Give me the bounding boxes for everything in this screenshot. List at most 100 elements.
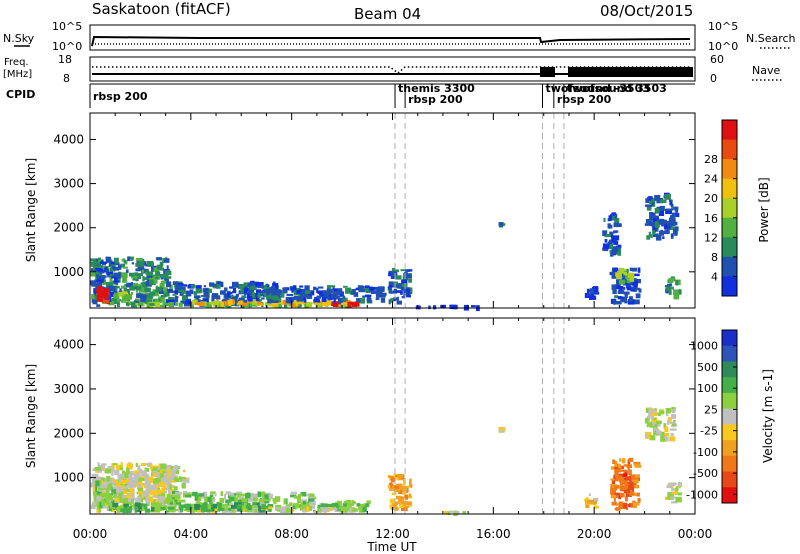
velocity-cell xyxy=(631,474,635,481)
velocity-cell xyxy=(137,487,144,492)
power-cell xyxy=(619,277,626,280)
velocity-cell xyxy=(152,473,157,478)
power-cell xyxy=(105,299,110,304)
power-cell xyxy=(257,282,264,287)
velocity-cell xyxy=(124,486,128,490)
power-cell xyxy=(296,301,302,308)
power-cell xyxy=(202,298,209,304)
power-cell xyxy=(365,285,370,291)
power-cell xyxy=(296,296,304,302)
power-cell xyxy=(322,297,326,300)
velocity-cell xyxy=(366,500,371,504)
velocity-cell xyxy=(134,507,138,513)
power-cell xyxy=(332,287,335,291)
nave-tick-top: 60 xyxy=(710,53,724,66)
velocity-cell xyxy=(345,499,352,506)
cpid-marker-label: rbsp 200 xyxy=(93,90,148,103)
velocity-cell xyxy=(180,504,187,508)
velocity-cell xyxy=(349,507,354,513)
power-cell xyxy=(131,262,135,265)
velocity-cell xyxy=(660,435,665,442)
velocity-colorbar-tick-label: 100 xyxy=(697,382,718,395)
power-cell xyxy=(121,295,129,302)
power-cell xyxy=(365,294,372,297)
velocity-cell xyxy=(663,433,670,437)
velocity-cell xyxy=(137,503,144,510)
cpid-marker-label: themis 3300 xyxy=(398,82,475,95)
power-cell xyxy=(670,222,674,225)
power-ytick-label: 3000 xyxy=(53,177,84,191)
power-cell xyxy=(121,272,128,278)
velocity-cell xyxy=(101,478,109,483)
power-cell xyxy=(146,260,154,266)
power-cell xyxy=(237,301,243,304)
velocity-cell xyxy=(174,508,179,511)
velocity-cell xyxy=(326,503,333,508)
velocity-cell xyxy=(149,497,154,503)
power-cell xyxy=(380,297,386,303)
velocity-cell xyxy=(619,458,622,462)
velocity-cell xyxy=(212,504,217,509)
velocity-cell xyxy=(401,506,408,512)
power-cell xyxy=(195,302,199,305)
power-cell xyxy=(137,303,144,307)
power-cell xyxy=(281,292,285,298)
velocity-cell xyxy=(628,484,631,491)
power-cell xyxy=(275,287,279,292)
velocity-cell xyxy=(627,459,631,465)
velocity-cell xyxy=(272,498,278,502)
power-cell xyxy=(157,299,163,304)
power-cell xyxy=(668,290,672,295)
power-cell xyxy=(306,301,313,305)
velocity-cell xyxy=(653,423,658,430)
velocity-cell xyxy=(180,507,184,512)
velocity-cell xyxy=(268,504,274,508)
power-cell xyxy=(313,299,321,303)
velocity-colorbar-swatch xyxy=(722,361,737,378)
velocity-colorbar-tick-label: -100 xyxy=(693,446,718,459)
power-cell xyxy=(271,286,276,291)
power-cell xyxy=(592,292,600,295)
power-cell xyxy=(138,284,143,287)
power-cell xyxy=(247,295,252,299)
velocity-cell xyxy=(257,491,262,498)
power-cell xyxy=(324,290,332,297)
velocity-cell xyxy=(626,464,632,468)
power-cell xyxy=(303,297,307,303)
power-cell xyxy=(243,288,251,291)
power-cell xyxy=(96,304,101,307)
velocity-cell xyxy=(120,473,125,478)
velocity-cell xyxy=(159,481,167,488)
velocity-cell xyxy=(235,491,243,495)
velocity-cell xyxy=(610,466,615,470)
power-cell xyxy=(160,280,167,283)
power-colorbar-swatch xyxy=(722,276,737,297)
power-cell xyxy=(105,256,112,263)
power-cell xyxy=(644,223,652,226)
velocity-cell xyxy=(651,417,656,420)
velocity-cell xyxy=(194,504,200,510)
velocity-cell xyxy=(668,417,672,423)
velocity-cell xyxy=(290,491,298,495)
power-cell xyxy=(652,233,659,237)
power-cell xyxy=(632,267,638,272)
velocity-cell xyxy=(166,475,174,481)
power-cell xyxy=(127,303,130,307)
power-cell xyxy=(248,288,254,294)
power-cell xyxy=(665,290,670,294)
power-cell xyxy=(615,300,622,305)
velocity-cell xyxy=(404,494,408,500)
power-cell xyxy=(633,284,638,289)
power-ytick-label: 4000 xyxy=(53,132,84,146)
power-cell xyxy=(195,296,200,302)
power-cell xyxy=(415,305,421,310)
velocity-cell xyxy=(115,482,120,487)
power-cell xyxy=(95,289,102,293)
power-cell xyxy=(357,285,364,291)
power-cell xyxy=(338,300,342,304)
velocity-cell xyxy=(156,469,164,476)
velocity-cell xyxy=(135,509,141,513)
power-colorbar-swatch xyxy=(722,237,737,258)
power-cell xyxy=(661,222,668,226)
power-cell xyxy=(211,293,219,299)
